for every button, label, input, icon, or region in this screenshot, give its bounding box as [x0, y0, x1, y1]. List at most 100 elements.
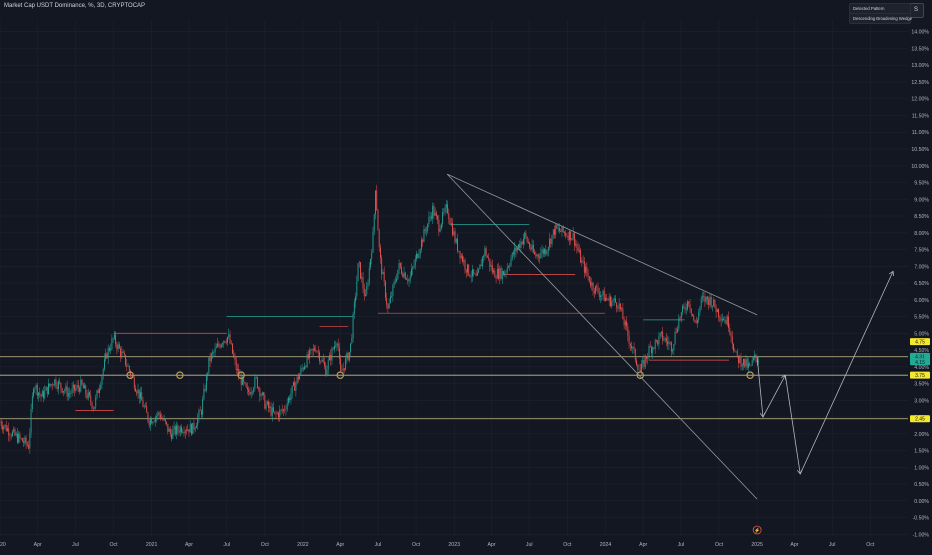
candle — [191, 424, 192, 434]
candle — [380, 247, 381, 258]
candle — [568, 236, 569, 240]
candle — [99, 389, 100, 393]
candle — [206, 375, 207, 390]
candle — [116, 344, 117, 349]
candle — [358, 263, 359, 281]
candle — [446, 204, 447, 207]
candle — [150, 419, 151, 425]
candle — [131, 376, 132, 377]
candle — [641, 364, 642, 372]
candle — [396, 279, 397, 281]
candle — [424, 229, 425, 242]
candle — [292, 386, 293, 394]
candle — [21, 438, 22, 439]
candle — [324, 363, 325, 366]
candle — [680, 318, 681, 319]
candle — [181, 427, 182, 432]
candle — [714, 300, 715, 308]
candle — [558, 228, 559, 229]
candle — [164, 419, 165, 420]
candle — [157, 413, 158, 416]
candle — [534, 252, 535, 254]
candle — [225, 341, 226, 342]
candle — [322, 360, 323, 362]
y-tick-label: 9.00% — [914, 197, 929, 203]
candle — [313, 348, 314, 350]
candle — [644, 360, 645, 367]
candle — [83, 385, 84, 389]
candle — [251, 392, 252, 394]
candle — [471, 276, 472, 277]
candle — [650, 346, 651, 347]
candle — [690, 304, 691, 308]
candle — [38, 393, 39, 396]
candle — [154, 422, 155, 423]
candle — [631, 346, 632, 349]
candle — [33, 389, 34, 396]
x-tick-label: Oct — [715, 542, 724, 548]
candle — [552, 235, 553, 244]
candle — [104, 359, 105, 369]
candle — [198, 410, 199, 417]
candle — [57, 387, 58, 389]
candle — [65, 386, 66, 390]
candle — [89, 392, 90, 395]
candle — [697, 320, 698, 323]
candle — [511, 259, 512, 266]
candle — [262, 393, 263, 396]
candle — [734, 351, 735, 352]
candle — [227, 337, 228, 343]
candle — [75, 388, 76, 390]
candle — [382, 272, 383, 274]
candle — [330, 355, 331, 361]
candle — [506, 271, 507, 272]
candle — [430, 217, 431, 218]
candle — [182, 432, 183, 433]
candle — [603, 291, 604, 295]
detected-pattern-panel[interactable]: Detected Pattern Descending Broadening W… — [849, 3, 911, 24]
candle — [750, 365, 751, 366]
candle — [405, 273, 406, 279]
y-tick-label: 6.50% — [914, 281, 929, 287]
y-tick-label: 1.00% — [914, 465, 929, 471]
candle — [482, 257, 483, 266]
candle — [575, 244, 576, 245]
candle — [139, 390, 140, 399]
candle — [360, 262, 361, 278]
candle — [663, 340, 664, 341]
candle — [114, 335, 115, 339]
candle — [338, 343, 339, 347]
candle — [721, 318, 722, 320]
candle — [620, 303, 621, 309]
candle — [724, 320, 725, 321]
candle — [611, 301, 612, 306]
candle — [578, 248, 579, 252]
candle — [232, 344, 233, 354]
candle — [283, 410, 284, 411]
candle — [325, 366, 326, 376]
candle — [520, 242, 521, 248]
candle — [736, 351, 737, 352]
candle — [84, 385, 85, 388]
candle — [723, 319, 724, 320]
candle — [226, 342, 227, 343]
candle — [566, 236, 567, 237]
candle — [560, 231, 561, 232]
candle — [672, 350, 673, 351]
candle — [34, 389, 35, 390]
candle — [149, 421, 150, 425]
candle — [394, 282, 395, 285]
candle — [627, 327, 628, 336]
candle — [27, 444, 28, 445]
candle — [118, 344, 119, 349]
candle — [516, 248, 517, 251]
candle — [314, 348, 315, 350]
candle — [615, 298, 616, 302]
candle — [431, 217, 432, 219]
x-tick-label: 2024 — [600, 542, 612, 548]
candle — [203, 389, 204, 399]
candle — [175, 426, 176, 434]
candle — [254, 377, 255, 388]
